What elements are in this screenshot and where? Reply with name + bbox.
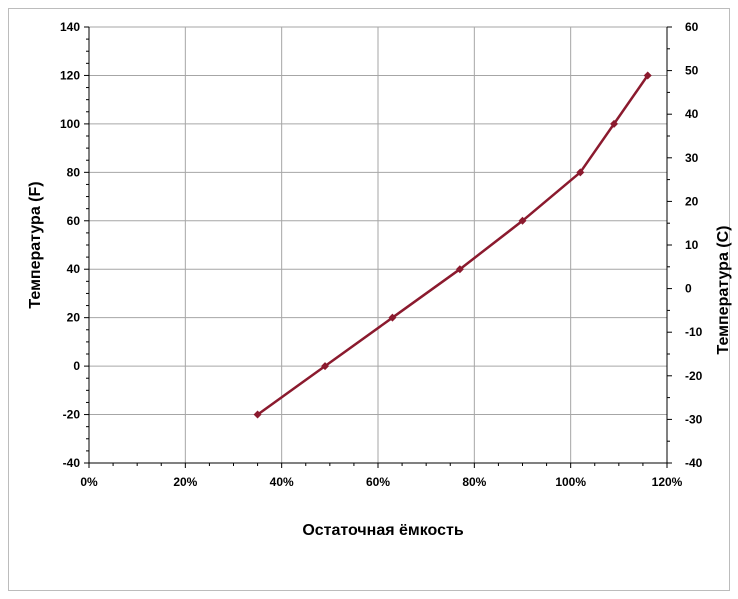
series-layer	[253, 71, 652, 419]
series-line	[256, 74, 649, 416]
data-point-marker	[321, 362, 330, 371]
x-tick-label: 60%	[366, 475, 390, 489]
data-point-marker	[253, 410, 262, 419]
y-tick-label: -20	[63, 408, 81, 422]
y-tick-label: 60	[67, 214, 81, 228]
x-tick-label: 100%	[555, 475, 586, 489]
data-point-marker	[643, 71, 652, 80]
y2-tick-label: 10	[685, 238, 699, 252]
tick-label-layer: -40 -20 0 20 40 60 80 100 120 140 -40 -30 -20 -10 0 10 2…	[60, 20, 703, 489]
y2-tick-label: 0	[685, 282, 692, 296]
y-tick-label: 40	[67, 262, 81, 276]
grid-layer	[88, 26, 668, 464]
y-tick-label: 100	[60, 117, 80, 131]
y-tick-label: 20	[67, 311, 81, 325]
data-point-marker	[610, 119, 619, 128]
x-tick-label: 120%	[652, 475, 683, 489]
data-point-marker	[576, 168, 585, 177]
x-axis-title: Остаточная ёмкость	[302, 522, 464, 539]
y-axis-title: Температура (F)	[27, 181, 44, 308]
x-tick-label: 80%	[462, 475, 486, 489]
y2-tick-label: -40	[685, 456, 703, 470]
y-tick-label: 140	[60, 20, 80, 34]
y2-tick-label: 50	[685, 64, 699, 78]
data-point-marker	[388, 313, 397, 322]
y-tick-label: 120	[60, 68, 80, 82]
x-tick-label: 20%	[173, 475, 197, 489]
y2-tick-label: 60	[685, 20, 699, 34]
y2-tick-label: 40	[685, 107, 699, 121]
y-tick-label: -40	[63, 456, 81, 470]
y2-tick-label: -10	[685, 325, 703, 339]
chart-frame	[8, 8, 730, 591]
y2-tick-label: -20	[685, 369, 703, 383]
axis-layer	[84, 26, 672, 468]
x-tick-label: 40%	[270, 475, 294, 489]
y2-tick-label: 20	[685, 194, 699, 208]
y2-axis-title: Температура (C)	[715, 226, 732, 355]
y2-tick-label: 30	[685, 151, 699, 165]
data-point-marker	[518, 216, 527, 225]
y-tick-label: 0	[73, 359, 80, 373]
y-tick-label: 80	[67, 165, 81, 179]
y2-tick-label: -30	[685, 412, 703, 426]
x-tick-label: 0%	[80, 475, 98, 489]
data-point-marker	[455, 265, 464, 274]
